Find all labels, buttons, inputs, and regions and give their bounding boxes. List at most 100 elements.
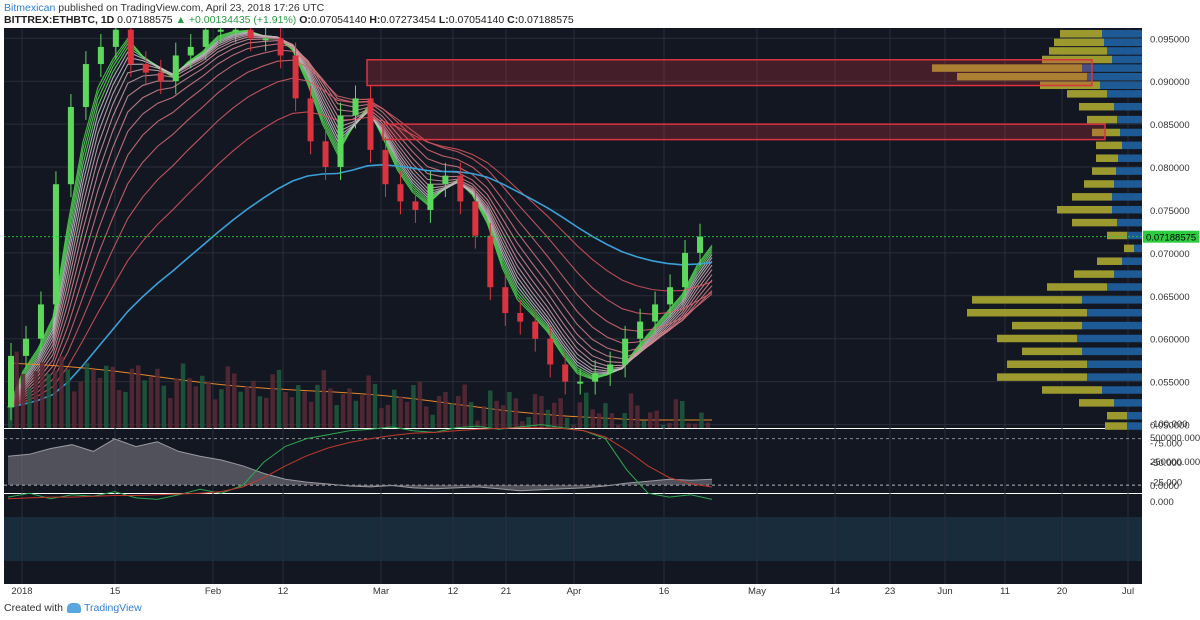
candle-body xyxy=(187,46,194,56)
moving-average-line xyxy=(7,163,713,409)
volume-bar xyxy=(539,396,544,428)
high-value: 0.07273454 xyxy=(380,14,436,26)
profile-bar-down xyxy=(1127,422,1142,430)
volume-bar xyxy=(641,420,647,428)
time-tick-label: 23 xyxy=(885,586,896,597)
symbol-label: BITTREX:ETHBTC, 1D xyxy=(4,14,115,26)
candle-body xyxy=(232,29,239,32)
candle-body xyxy=(277,38,284,56)
price-axis[interactable]: 0.095000 0.090000 0.085000 0.080000 0.075000… xyxy=(1150,34,1190,431)
volume-bar xyxy=(392,389,397,428)
obv-axis[interactable]: 500000.0000 250000.0000 0.0000 xyxy=(1150,433,1200,492)
candle-body xyxy=(52,184,59,305)
candle-body xyxy=(322,141,329,168)
volume-bar xyxy=(187,378,192,428)
grid-lines xyxy=(4,28,1142,584)
osc-slow-line xyxy=(7,427,713,500)
volume-bar xyxy=(84,362,90,428)
tradingview-link[interactable]: TradingView xyxy=(66,602,142,614)
volume-bar xyxy=(558,398,563,428)
volume-bar xyxy=(622,413,627,428)
time-tick-label: Feb xyxy=(205,586,221,597)
volume-bar xyxy=(14,351,19,428)
obv-tick-label: 250000.0000 xyxy=(1150,457,1200,468)
profile-bar-down xyxy=(1112,193,1142,201)
profile-bar-down xyxy=(1116,167,1142,175)
time-axis[interactable]: 2018 15 Feb 12 Mar 12 21 Apr 16 May 14 23 Jun 11 20 Jul xyxy=(11,586,1134,597)
author-link[interactable]: Bitmexican xyxy=(4,2,56,14)
resistance-zone xyxy=(382,123,1106,141)
volume-bar xyxy=(174,378,179,428)
profile-bar-down xyxy=(1117,218,1142,227)
candle-body xyxy=(697,236,704,253)
close-label: C: xyxy=(507,14,519,26)
candle-body xyxy=(637,321,644,339)
candle-body xyxy=(337,115,344,168)
candle-body xyxy=(247,29,254,39)
obv-line xyxy=(7,438,713,492)
time-tick-label: 16 xyxy=(659,586,670,597)
volume-bar xyxy=(59,356,64,428)
oscillator-band xyxy=(4,517,1142,561)
candle-body xyxy=(37,304,44,339)
tradingview-chart[interactable]: 0.095000 0.090000 0.085000 0.080000 0.075000… xyxy=(0,28,1200,598)
price-tick-label: 0.050000 xyxy=(1150,421,1190,432)
oscillator-indicator xyxy=(4,424,1142,500)
volume-bar xyxy=(212,399,218,428)
obv-area xyxy=(8,438,712,491)
profile-bar-down xyxy=(1114,102,1142,111)
volume-bar xyxy=(424,406,429,428)
volume-bar xyxy=(449,403,455,428)
osc-tick-label: -50.000 xyxy=(1150,458,1182,469)
volume-bar xyxy=(552,402,557,428)
profile-bar-down xyxy=(1122,257,1142,265)
ema-line xyxy=(7,59,713,408)
price-tick-label: 0.065000 xyxy=(1150,292,1190,303)
candle-body xyxy=(517,312,524,322)
oscillator-axis[interactable]: 0.000 -25.000 -50.000 -75.000 -100.000 xyxy=(1150,419,1188,508)
profile-bar-down xyxy=(1118,154,1142,162)
profile-bar-up xyxy=(1057,205,1112,214)
profile-bar-down xyxy=(1082,296,1142,304)
profile-bar-down xyxy=(1107,90,1142,98)
candle-body xyxy=(442,175,449,185)
volume-bar xyxy=(360,395,365,428)
volume-bar xyxy=(97,377,103,428)
volume-bar xyxy=(20,373,26,428)
profile-bar-down xyxy=(1127,231,1142,240)
profile-bar-up xyxy=(1007,360,1087,368)
volume-bar xyxy=(404,401,410,428)
volume-bar xyxy=(673,399,679,428)
profile-bar-up xyxy=(1096,154,1118,162)
volume-bar xyxy=(520,421,525,428)
volume-bar xyxy=(379,408,384,428)
volume-bar xyxy=(232,373,237,428)
volume-bar xyxy=(603,403,608,428)
resistance-zones xyxy=(366,59,1106,141)
volume-bar xyxy=(33,371,39,428)
volume-bar xyxy=(142,380,147,428)
candle-body xyxy=(652,304,659,322)
volume-bar xyxy=(276,369,282,428)
volume-bar xyxy=(136,365,141,428)
profile-bar-up xyxy=(1092,167,1116,175)
profile-bar-up xyxy=(972,296,1082,304)
profile-bar-up xyxy=(1060,30,1102,38)
time-tick-label: 11 xyxy=(1000,586,1010,597)
volume-bar xyxy=(110,366,115,428)
last-price: 0.07188575 xyxy=(117,14,173,26)
price-tick-label: 0.075000 xyxy=(1150,206,1190,217)
profile-bar-up xyxy=(1072,218,1117,227)
profile-bar-up xyxy=(957,72,1087,81)
volume-bar xyxy=(494,400,499,428)
volume-bar xyxy=(584,392,589,428)
profile-bar-down xyxy=(1127,411,1142,420)
profile-bar-down xyxy=(1122,141,1142,150)
volume-bar xyxy=(609,413,615,428)
volume-bar xyxy=(148,376,154,428)
open-label: O: xyxy=(299,14,311,26)
volume-bar xyxy=(302,391,307,428)
profile-bar-down xyxy=(1087,373,1142,381)
volume-bar xyxy=(180,363,186,428)
time-tick-label: Jul xyxy=(1122,586,1134,597)
